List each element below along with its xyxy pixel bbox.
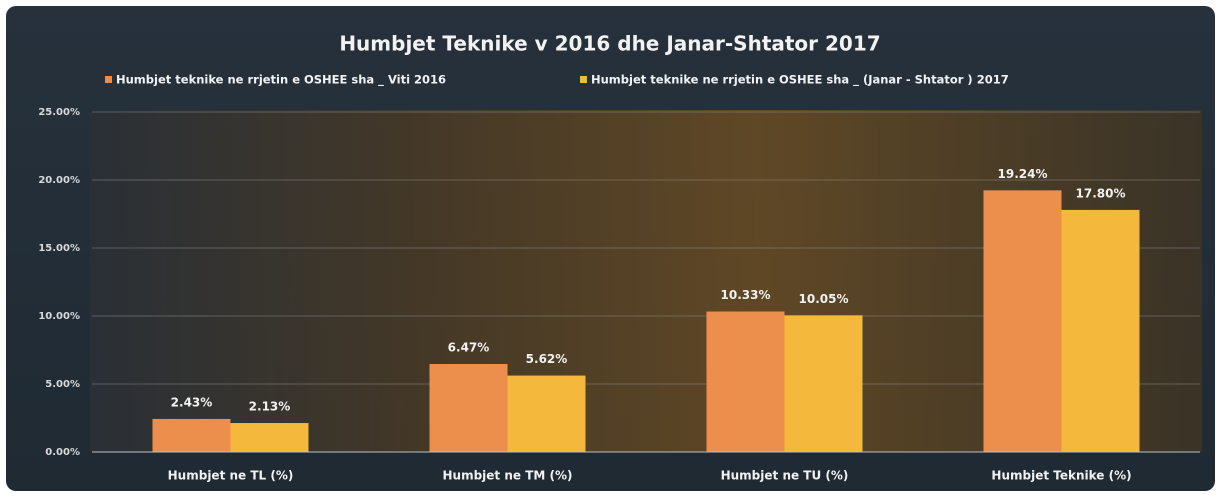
x-tick-label: Humbjet ne TM (%)	[442, 469, 572, 483]
x-tick-label: Humbjet ne TL (%)	[168, 469, 294, 483]
bar	[1062, 210, 1140, 452]
bar	[231, 423, 309, 452]
bar	[153, 419, 231, 452]
value-label: 17.80%	[1076, 186, 1126, 200]
bar	[508, 376, 586, 452]
bar	[707, 312, 785, 452]
legend-swatch	[580, 76, 587, 83]
value-label: 10.05%	[799, 292, 849, 306]
x-tick-label: Humbjet Teknike (%)	[991, 469, 1131, 483]
y-tick-label: 5.00%	[45, 379, 80, 390]
legend-label: Humbjet teknike ne rrjetin e OSHEE sha _…	[591, 73, 1009, 88]
y-tick-label: 0.00%	[45, 447, 80, 458]
value-label: 2.43%	[171, 395, 213, 409]
x-tick-label: Humbjet ne TU (%)	[721, 469, 849, 483]
legend-swatch	[105, 76, 112, 83]
value-label: 19.24%	[998, 167, 1048, 181]
y-tick-label: 10.00%	[38, 311, 80, 322]
value-label: 5.62%	[526, 352, 568, 366]
value-label: 6.47%	[448, 341, 490, 355]
value-label: 10.33%	[721, 288, 771, 302]
y-tick-label: 20.00%	[38, 175, 80, 186]
legend-label: Humbjet teknike ne rrjetin e OSHEE sha _…	[116, 73, 446, 88]
chart: Humbjet Teknike v 2016 dhe Janar-Shtator…	[0, 0, 1221, 497]
bar	[785, 315, 863, 452]
bar	[430, 364, 508, 452]
y-tick-label: 15.00%	[38, 243, 80, 254]
bar	[984, 190, 1062, 452]
y-tick-label: 25.00%	[38, 107, 80, 118]
chart-title: Humbjet Teknike v 2016 dhe Janar-Shtator…	[339, 32, 880, 56]
value-label: 2.13%	[249, 400, 291, 414]
